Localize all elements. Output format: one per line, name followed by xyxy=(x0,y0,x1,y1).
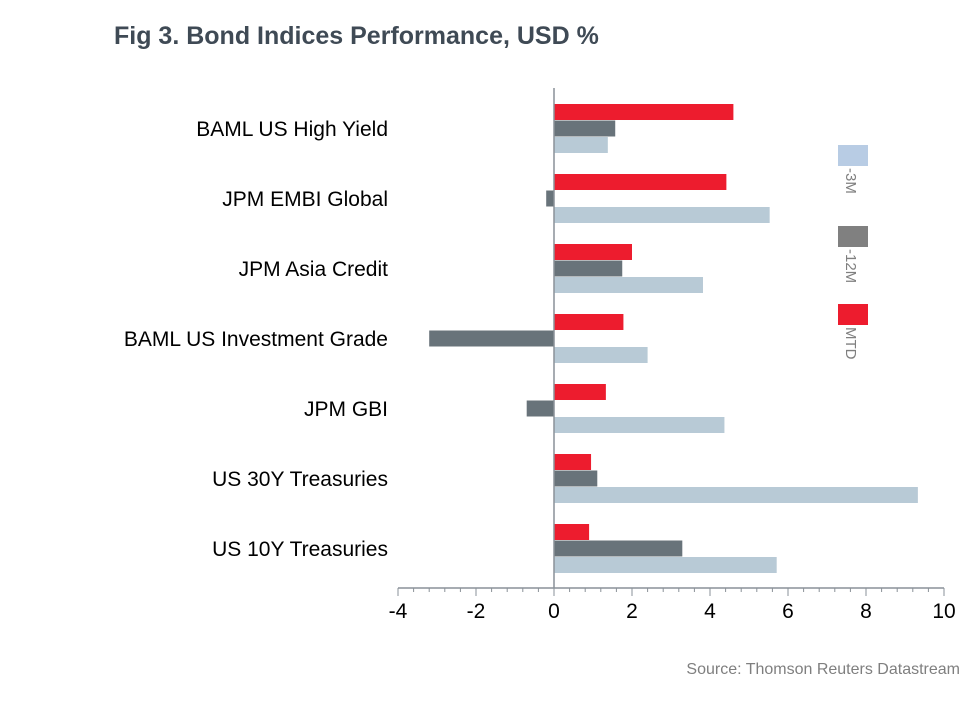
bar-MTD-1 xyxy=(554,174,727,190)
bar-MTD-0 xyxy=(554,104,734,120)
bar-3M-2 xyxy=(554,277,703,293)
legend-label: MTD xyxy=(842,327,859,360)
category-label: US 30Y Treasuries xyxy=(212,468,388,491)
category-label: JPM EMBI Global xyxy=(222,188,388,211)
bar-3M-3 xyxy=(554,347,648,363)
legend-label: -12M xyxy=(842,249,859,283)
x-tick-label: 6 xyxy=(782,600,794,623)
x-tick-label: 2 xyxy=(626,600,638,623)
category-label: BAML US Investment Grade xyxy=(124,328,388,351)
source-note: Source: Thomson Reuters Datastream xyxy=(686,661,960,678)
bar-3M-1 xyxy=(554,207,770,223)
x-tick-label: 8 xyxy=(860,600,872,623)
bar-3M-0 xyxy=(554,137,608,153)
chart-title: Fig 3. Bond Indices Performance, USD % xyxy=(114,22,599,50)
bar-12M-3 xyxy=(429,330,554,347)
category-label: JPM GBI xyxy=(304,398,388,421)
bar-MTD-4 xyxy=(554,384,606,400)
bar-12M-5 xyxy=(554,470,598,487)
legend-swatch-12M xyxy=(838,226,868,247)
bar-3M-5 xyxy=(554,487,918,503)
bar-12M-4 xyxy=(526,400,554,417)
bar-12M-0 xyxy=(554,120,616,137)
x-tick-label: -2 xyxy=(467,600,486,623)
legend-label: -3M xyxy=(842,168,859,194)
x-tick-label: 10 xyxy=(932,600,955,623)
category-label: JPM Asia Credit xyxy=(239,258,389,281)
category-label: BAML US High Yield xyxy=(196,118,388,141)
x-tick-label: 4 xyxy=(704,600,716,623)
legend-swatch-3M xyxy=(838,145,868,166)
bar-MTD-2 xyxy=(554,244,632,260)
x-tick-label: -4 xyxy=(389,600,408,623)
bar-12M-1 xyxy=(546,190,554,207)
bar-MTD-3 xyxy=(554,314,624,330)
bar-3M-4 xyxy=(554,417,725,433)
bar-12M-2 xyxy=(554,260,623,277)
bar-MTD-5 xyxy=(554,454,592,470)
x-tick-label: 0 xyxy=(548,600,560,623)
bar-MTD-6 xyxy=(554,524,590,540)
bar-12M-6 xyxy=(554,540,683,557)
category-label: US 10Y Treasuries xyxy=(212,538,388,561)
legend-swatch-MTD xyxy=(838,304,868,325)
bar-3M-6 xyxy=(554,557,777,573)
